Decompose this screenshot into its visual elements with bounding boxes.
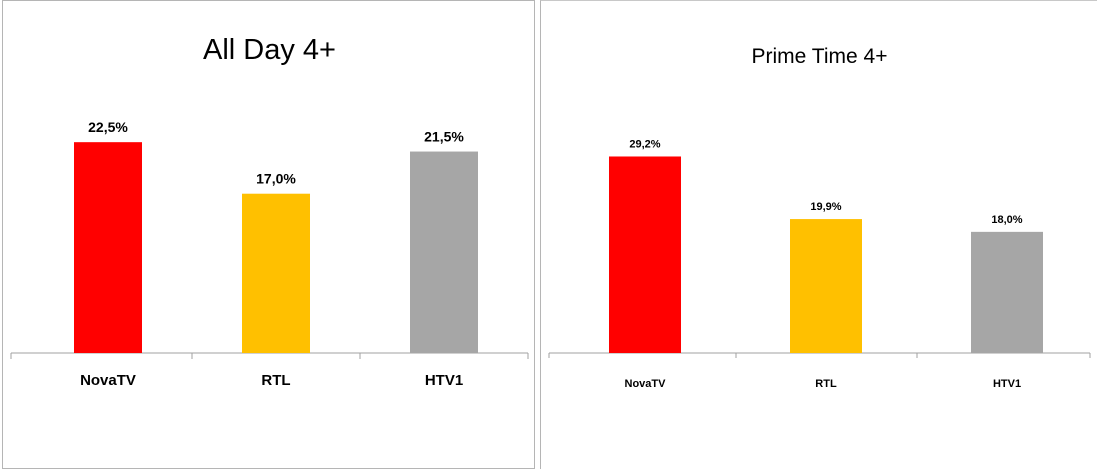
x-tick-label: NovaTV <box>625 378 667 390</box>
bar-novatv <box>74 142 142 353</box>
chart-title: All Day 4+ <box>203 34 336 66</box>
x-tick-label: HTV1 <box>425 372 463 389</box>
data-label: 29,2% <box>629 138 660 150</box>
bar-chart-prime-time: Prime Time 4+ 29,2% NovaTV 19,9% RTL 18,0% HTV… <box>548 45 1091 390</box>
bar-htv1 <box>971 231 1043 353</box>
bar-htv1 <box>410 151 478 353</box>
bar-rtl <box>242 193 310 353</box>
data-label: 19,9% <box>810 201 841 213</box>
data-label: 22,5% <box>88 119 128 135</box>
chart-panel-prime-time: Prime Time 4+ 29,2% NovaTV 19,9% RTL 18,0% HTV… <box>540 0 1097 469</box>
data-label: 17,0% <box>256 171 296 187</box>
bar-novatv <box>609 156 681 353</box>
chart-panel-all-day: All Day 4+ 22,5% NovaTV 17,0% RTL 21,5% HTV1 <box>2 0 535 469</box>
chart-title: Prime Time 4+ <box>752 45 888 68</box>
x-tick-label: HTV1 <box>993 378 1021 390</box>
x-tick-label: RTL <box>261 372 290 389</box>
bar-chart-all-day: All Day 4+ 22,5% NovaTV 17,0% RTL 21,5% HTV1 <box>10 34 529 389</box>
data-label: 18,0% <box>991 214 1022 226</box>
x-tick-label: RTL <box>815 378 837 390</box>
bar-rtl <box>790 219 862 353</box>
data-label: 21,5% <box>424 129 464 145</box>
x-tick-label: NovaTV <box>80 372 136 389</box>
